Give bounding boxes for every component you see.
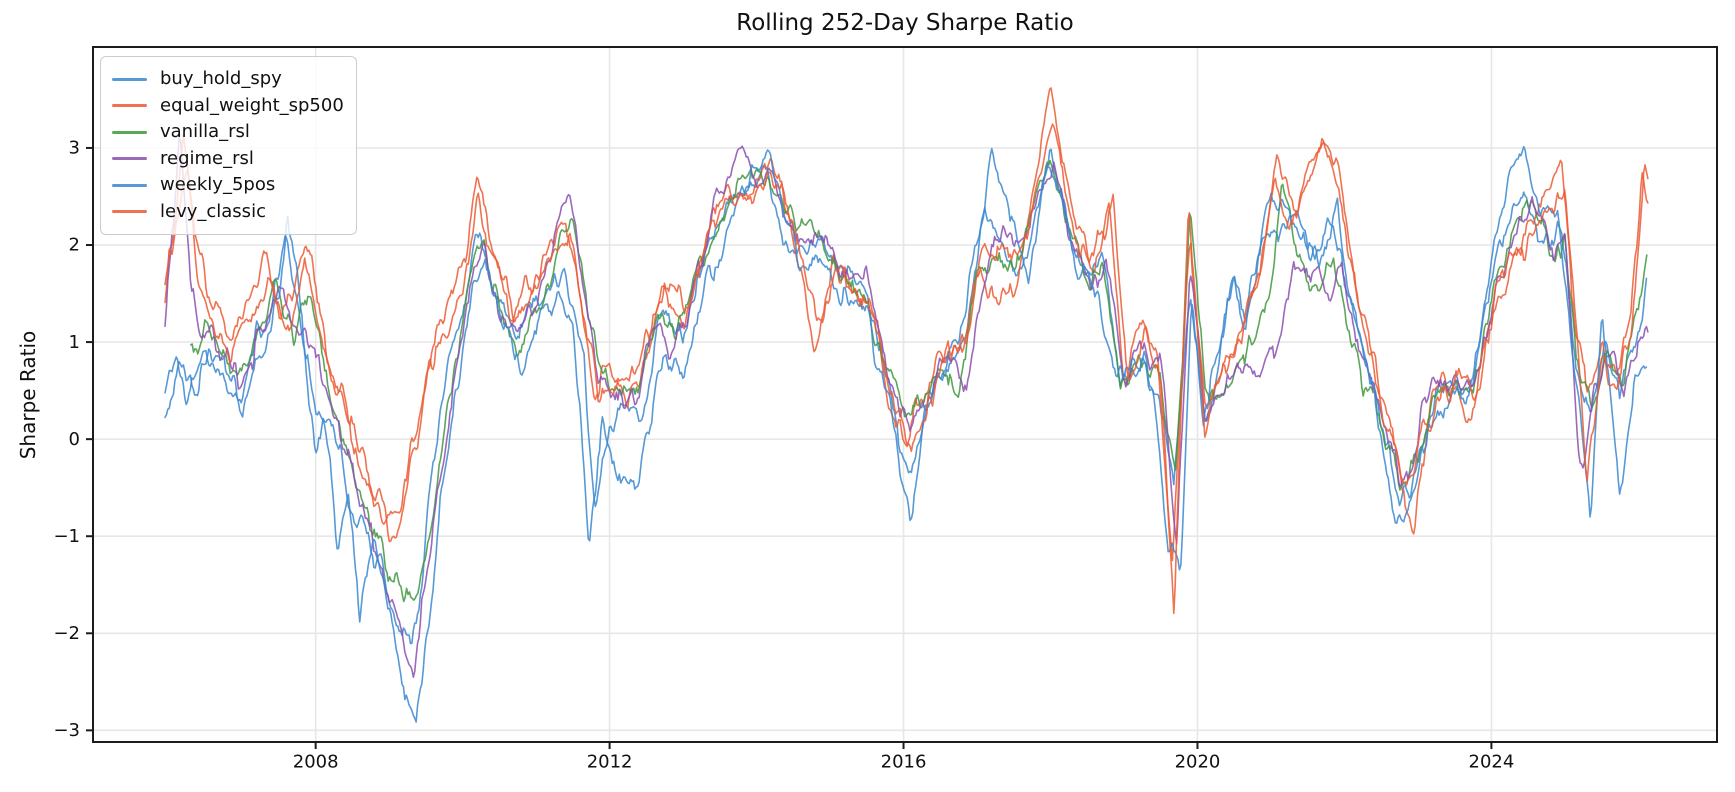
legend-item-equal_weight_sp500: equal_weight_sp500: [112, 93, 344, 120]
legend-item-label: vanilla_rsl: [160, 121, 250, 143]
legend-item-levy_classic: levy_classic: [112, 199, 344, 226]
legend-item-weekly_5pos: weekly_5pos: [112, 172, 344, 199]
legend-item-label: weekly_5pos: [160, 174, 276, 196]
legend-item-label: levy_classic: [160, 200, 266, 222]
y-axis-label: Sharpe Ratio: [16, 330, 40, 460]
legend-item-regime_rsl: regime_rsl: [112, 146, 344, 173]
legend-swatch-equal_weight_sp500: [112, 104, 147, 108]
legend-item-label: equal_weight_sp500: [160, 94, 344, 116]
legend-item-vanilla_rsl: vanilla_rsl: [112, 119, 344, 146]
legend-swatch-buy_hold_spy: [112, 77, 147, 81]
legend-swatch-levy_classic: [112, 210, 147, 214]
legend-item-label: regime_rsl: [160, 147, 254, 169]
legend-item-label: buy_hold_spy: [160, 68, 282, 90]
legend-swatch-regime_rsl: [112, 157, 147, 161]
chart-title: Rolling 252-Day Sharpe Ratio: [736, 10, 1074, 36]
legend-item-buy_hold_spy: buy_hold_spy: [112, 66, 344, 93]
legend-swatch-vanilla_rsl: [112, 130, 147, 134]
legend: buy_hold_spy equal_weight_sp500 vanilla_rs…: [100, 56, 357, 235]
legend-swatch-weekly_5pos: [112, 183, 147, 187]
